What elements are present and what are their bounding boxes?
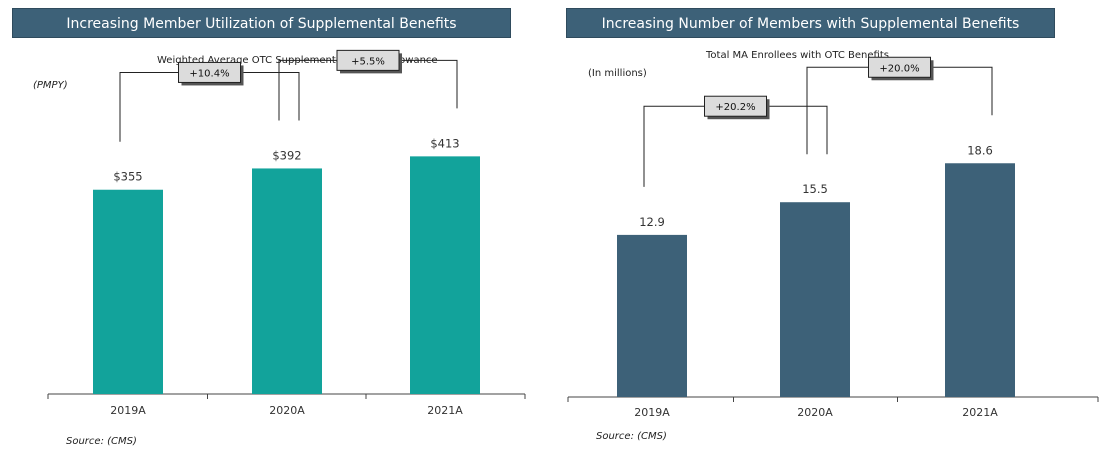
left-bar-2019A	[93, 189, 163, 394]
left-x-tick-label-2021A: 2021A	[427, 404, 463, 417]
left-x-tick-label-2019A: 2019A	[110, 404, 146, 417]
right-bar-chart: 12.9 2019A 15.5 2020A 18.6 2021A +20.2% +20.0%	[567, 56, 1099, 419]
left-chart-banner: Increasing Member Utilization of Supplem…	[12, 8, 511, 38]
right-x-tick-label-2019A: 2019A	[634, 406, 670, 419]
right-data-label-2019A: 12.9	[639, 215, 665, 229]
left-data-label-2019A: $355	[113, 170, 142, 184]
right-growth-bracket-2	[806, 66, 993, 155]
left-data-label-2020A: $392	[272, 148, 301, 162]
right-growth-box-2	[868, 56, 931, 78]
left-chart-unit-label: (PMPY)	[33, 80, 68, 91]
right-bar-2020A	[780, 202, 850, 397]
right-chart-source: Source: (CMS)	[596, 431, 667, 442]
left-data-label-2021A: $413	[430, 136, 459, 150]
left-growth-label-1: +10.4%	[189, 68, 229, 79]
right-bar-2019A	[617, 234, 687, 397]
right-bar-2021A	[945, 163, 1015, 397]
right-x-tick-label-2020A: 2020A	[797, 406, 833, 419]
left-growth-box-1	[178, 61, 241, 83]
right-growth-label-1: +20.2%	[715, 102, 755, 113]
left-chart-panel: Increasing Member Utilization of Supplem…	[12, 8, 526, 447]
right-data-label-2021A: 18.6	[967, 143, 993, 157]
right-data-label-2020A: 15.5	[802, 182, 828, 196]
right-x-tick-label-2021A: 2021A	[962, 406, 998, 419]
left-bar-2020A	[252, 168, 322, 394]
left-x-tick-label-2020A: 2020A	[269, 404, 305, 417]
left-bar-chart: $355 2019A $392 2020A $413 2021A +10.4% +5.5%	[47, 49, 526, 417]
left-growth-box-2	[336, 49, 400, 71]
left-growth-label-2: +5.5%	[351, 56, 385, 67]
left-bar-2021A	[410, 156, 480, 394]
right-chart-banner: Increasing Number of Members with Supple…	[566, 8, 1055, 38]
right-growth-label-2: +20.0%	[879, 63, 919, 74]
right-growth-box-1	[704, 95, 767, 117]
right-chart-panel: Increasing Number of Members with Supple…	[552, 0, 1104, 463]
left-chart-source: Source: (CMS)	[66, 436, 137, 447]
right-chart-unit-label: (In millions)	[588, 68, 647, 79]
right-chart-title: Total MA Enrollees with OTC Benefits	[706, 50, 889, 61]
